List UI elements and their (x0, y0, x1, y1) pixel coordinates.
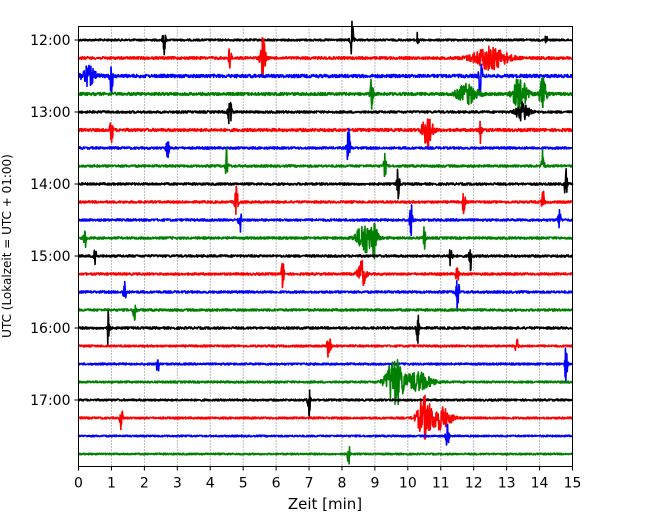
seismogram-trace-1600 (77, 310, 573, 345)
x-tick-label: 11 (432, 476, 450, 492)
y-tick-label: 16:00 (30, 321, 70, 337)
x-tick-label: 12 (465, 476, 483, 492)
seismogram-trace-1645 (78, 358, 574, 406)
x-axis-label: Zeit [min] (288, 495, 362, 513)
x-tick-label: 10 (399, 476, 417, 492)
seismogram-trace-1415 (77, 185, 574, 216)
seismogram-trace-1230 (77, 63, 574, 97)
seismogram-trace-1245 (77, 77, 573, 113)
y-tick-label: 13:00 (30, 105, 70, 121)
x-tick-label: 4 (206, 476, 215, 492)
seismogram-trace-1530 (77, 279, 574, 310)
seismogram-trace-1345 (77, 147, 574, 178)
x-tick-label: 9 (370, 476, 379, 492)
seismogram-trace-1215 (77, 36, 573, 78)
seismogram-trace-1715 (77, 394, 574, 440)
plot-frame (78, 26, 573, 467)
seismogram-trace-1300 (77, 100, 574, 125)
seismogram-trace-1430 (77, 204, 574, 237)
x-tick-label: 2 (140, 476, 149, 492)
seismogram-trace-1700 (77, 389, 574, 418)
traces (77, 20, 574, 465)
x-axis: 0 1 2 3 4 5 6 7 8 9 10 11 12 13 14 15 (74, 466, 582, 492)
x-tick-label: 8 (338, 476, 347, 492)
seismogram-trace-1730 (77, 423, 574, 446)
y-tick-label: 14:00 (30, 177, 70, 193)
seismogram-trace-1445 (77, 222, 574, 260)
y-axis-label: UTC (Lokalzeit = UTC + 01:00) (0, 154, 14, 338)
seismogram-trace-1200 (77, 20, 573, 56)
seismogram-trace-1315 (77, 118, 574, 148)
x-tick-label: 3 (173, 476, 182, 492)
x-tick-label: 5 (239, 476, 248, 492)
seismogram-trace-1400 (77, 168, 574, 200)
seismogram-trace-1745 (77, 445, 574, 465)
y-tick-label: 15:00 (30, 249, 70, 265)
y-tick-label: 12:00 (30, 33, 70, 49)
seismogram-trace-1515 (77, 259, 574, 289)
x-tick-label: 7 (305, 476, 314, 492)
seismogram-trace-1330 (77, 127, 574, 161)
x-tick-label: 0 (74, 476, 83, 492)
seismogram-trace-1615 (77, 338, 573, 358)
x-tick-label: 13 (498, 476, 516, 492)
x-tick-label: 6 (272, 476, 281, 492)
x-tick-label: 1 (107, 476, 116, 492)
y-axis: 12:00 13:00 14:00 15:00 16:00 17:00 (30, 33, 79, 409)
seismogram-trace-1500 (77, 249, 574, 272)
seismogram-trace-1630 (77, 347, 574, 383)
seismogram-trace-1545 (77, 304, 574, 321)
x-tick-label: 14 (531, 476, 549, 492)
y-tick-label: 17:00 (30, 393, 70, 409)
x-tick-label: 15 (564, 476, 582, 492)
